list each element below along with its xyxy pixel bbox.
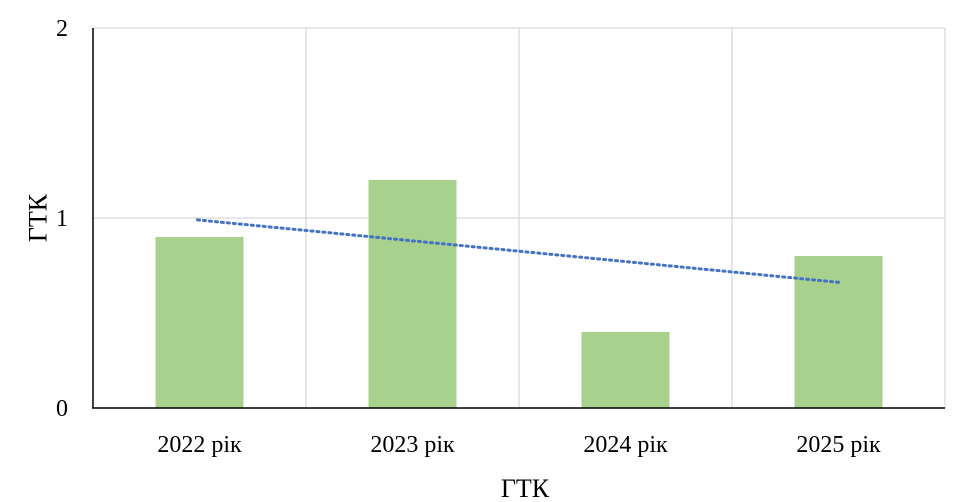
- y-axis-title: ГТК: [24, 193, 53, 242]
- x-axis-title: ГТК: [501, 474, 550, 502]
- axes: [92, 28, 945, 409]
- y-tick-label: 1: [56, 206, 68, 232]
- bar: [368, 180, 457, 408]
- x-tick-label: 2025 рік: [796, 432, 881, 458]
- y-tick-labels: 0 1 2: [56, 16, 68, 422]
- bars: [155, 180, 883, 408]
- grid: [93, 27, 946, 408]
- x-tick-labels: 2022 рік 2023 рік 2024 рік 2025 рік: [157, 432, 881, 458]
- y-tick-label: 2: [56, 16, 68, 42]
- trendline: [196, 218, 843, 285]
- x-tick-label: 2024 рік: [583, 432, 668, 458]
- x-tick-label: 2022 рік: [157, 432, 242, 458]
- y-tick-label: 0: [56, 396, 68, 422]
- bar: [581, 332, 670, 408]
- bar: [155, 237, 244, 408]
- trendline-layer: [196, 218, 843, 285]
- x-tick-label: 2023 рік: [370, 432, 455, 458]
